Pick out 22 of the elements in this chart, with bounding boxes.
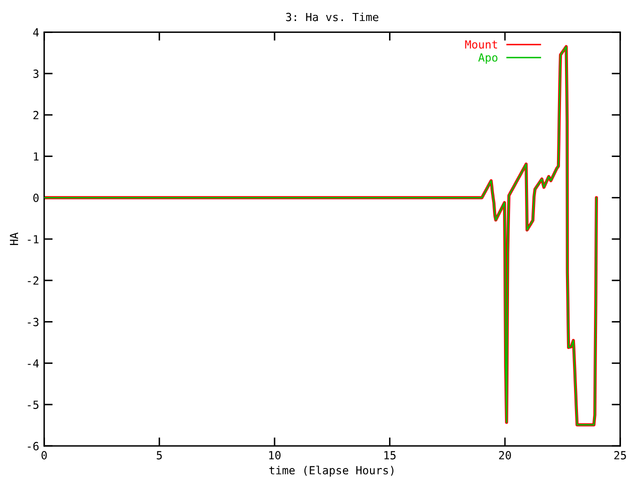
x-axis-title: time (Elapse Hours) [269,466,394,477]
chart-title: 3: Ha vs. Time [286,12,378,22]
y-tick-label: 1 [34,152,39,161]
y-tick-label: -2 [28,276,38,285]
y-tick-label: 2 [33,110,38,120]
y-tick-label: -5 [28,400,38,409]
x-tick-label: 20 [499,451,511,460]
y-axis-title: HA [10,232,18,245]
y-tick-label: 3 [33,70,38,78]
x-tick-label: 15 [384,451,396,460]
y-tick-label: 4 [33,28,39,36]
x-tick-label: 5 [156,451,162,460]
y-tick-label: -1 [28,235,39,244]
legend-label: Mount [465,40,498,49]
y-tick-label: 0 [33,194,39,202]
y-tick-label: -4 [28,359,39,368]
y-tick-label: -3 [28,318,38,326]
y-tick-label: -6 [28,442,39,450]
legend-label: Apo [478,53,498,64]
x-tick-label: 10 [269,451,281,460]
x-tick-label: 25 [614,451,626,460]
x-tick-label: 0 [42,451,47,460]
